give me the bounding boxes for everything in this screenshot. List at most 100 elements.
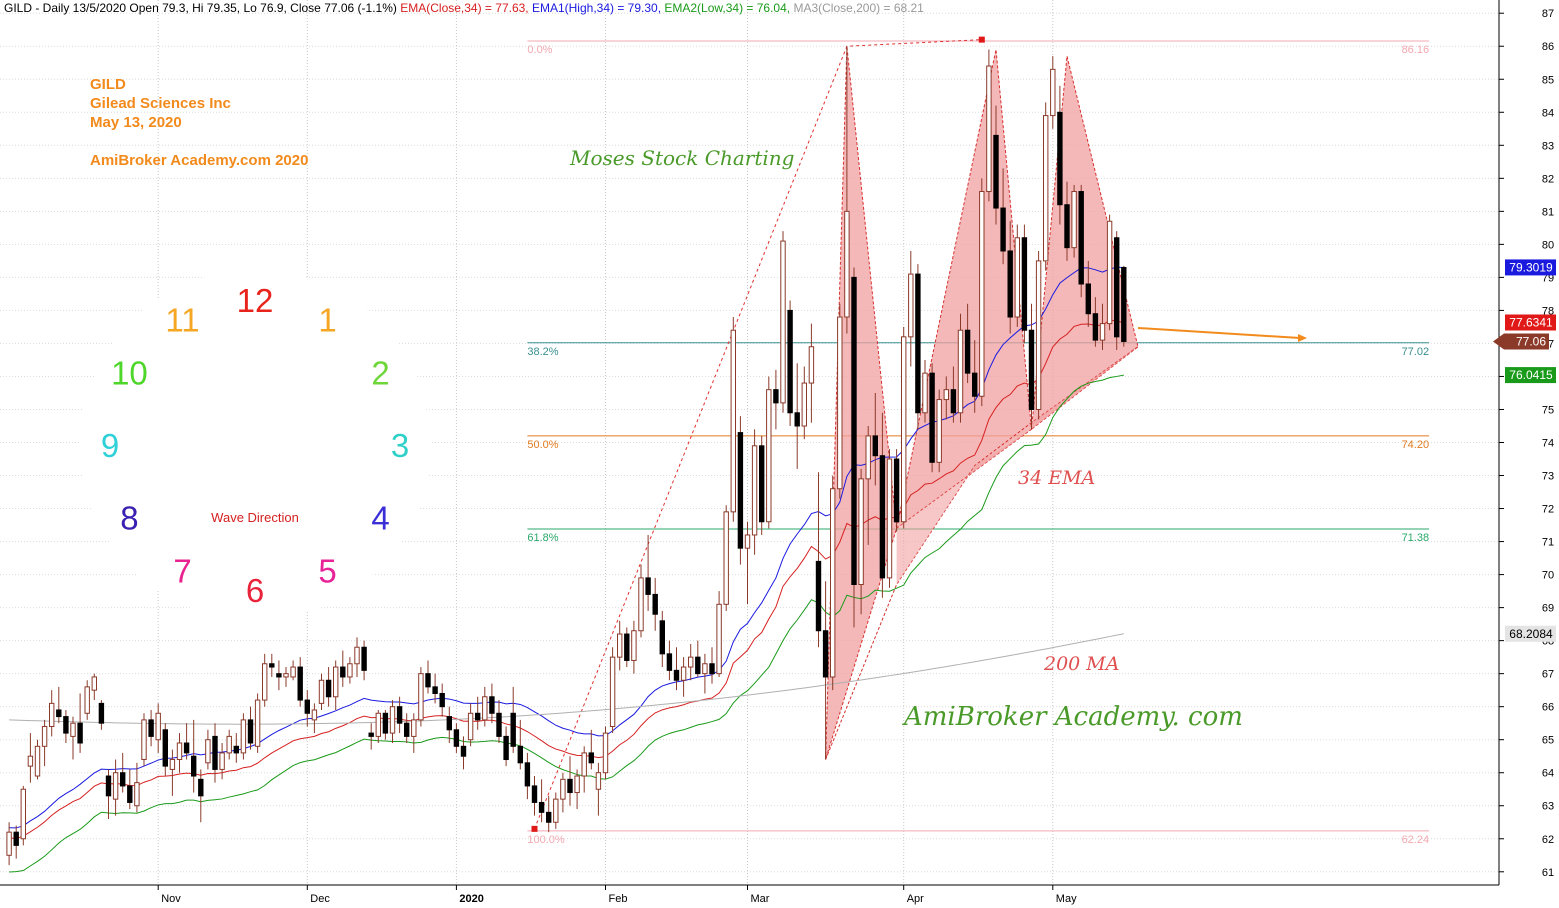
direction-arrowhead-right [1298,334,1307,342]
candle [34,739,41,780]
candle-down [773,389,779,404]
candle [84,680,90,720]
candle [311,703,318,734]
candle-up [638,577,644,632]
candle-down [212,735,218,770]
candle [276,660,282,691]
fib-anchor-point [531,825,538,832]
candle [581,746,587,793]
candle [396,696,403,734]
candle [1043,102,1049,271]
candle [1064,181,1070,261]
price-tick-label: 80 [1542,239,1554,251]
candle [361,640,367,681]
fib-value-label: 77.02 [1402,346,1430,358]
candle [70,716,76,760]
candle [162,723,169,777]
candle-down [524,762,531,787]
candle-down [325,679,332,698]
candle-up [617,633,623,658]
candle [127,769,133,810]
candle-down [915,273,921,414]
candle-down [929,372,935,463]
candle-down [815,560,822,632]
candle [872,392,878,486]
candle-up [205,739,211,764]
candle-up [318,679,325,704]
candle-down [269,663,275,668]
candle [304,690,311,727]
candle [652,577,658,631]
candle-up [20,788,27,840]
candle [830,475,836,691]
candle [822,581,829,760]
candle [780,231,786,413]
candle [815,472,822,648]
candle-up [311,709,318,721]
candle-down [950,389,957,414]
candle-down [63,716,69,734]
month-gridlines [157,0,1054,885]
candle-up [1071,191,1077,249]
company-label: Gilead Sciences Inc [90,95,231,112]
fib-percent-label: 50.0% [527,439,558,451]
candle [943,376,949,420]
candle-down [460,745,467,757]
candle-up [1014,237,1020,318]
candle-up [283,673,289,678]
candle-down [794,412,800,427]
candle [49,690,55,737]
fib-percent-label: 0.0% [527,44,552,56]
month-tick-label: May [1056,893,1077,905]
chart-header: GILD - Daily 13/5/2020 Open 79.3, Hi 79.… [4,1,924,15]
candle-up [581,752,587,777]
candle [858,468,864,615]
candle-up [766,389,772,523]
wave-direction-label: Wave Direction [211,510,299,525]
candle [1099,303,1106,351]
price-tick-label: 73 [1542,471,1554,483]
candle-down [624,633,630,661]
clock-number-2: 2 [371,355,389,392]
price-label: 77.06 [1493,333,1549,350]
ma200-line [9,633,1124,725]
candle-up [688,656,694,668]
clock-number-11: 11 [165,301,199,338]
candle [63,709,69,744]
candle [453,723,460,753]
candle-down [695,656,701,675]
candle [482,686,488,727]
candle-up [979,191,985,397]
candle [176,733,183,773]
candle-up [27,755,34,767]
candle-up [702,663,708,675]
candle-up [943,389,949,401]
candle [120,752,126,793]
candle-down [872,435,878,457]
candle [283,667,289,687]
candle-down [879,455,886,579]
candle [851,267,857,628]
candle-up [34,745,41,777]
price-label: 77.6341 [1505,314,1556,331]
candle-down [396,706,403,724]
candle [347,657,353,684]
candle-down [247,719,254,744]
candle [1106,214,1113,331]
candle [496,700,502,744]
candle [404,713,410,744]
candle-up [801,382,807,427]
candle-down [546,811,552,823]
candle-up [482,696,488,721]
candle-down [1007,250,1013,318]
price-tick-label: 70 [1542,570,1554,582]
site-label: AmiBroker Academy.com 2020 [90,152,309,169]
date-label: May 13, 2020 [90,114,182,131]
candle [354,637,360,677]
candle-down [432,686,438,694]
candle-down [56,709,62,718]
fib-percent-label: 38.2% [527,346,558,358]
month-tick-label: Feb [609,893,628,905]
candle [1057,85,1063,225]
